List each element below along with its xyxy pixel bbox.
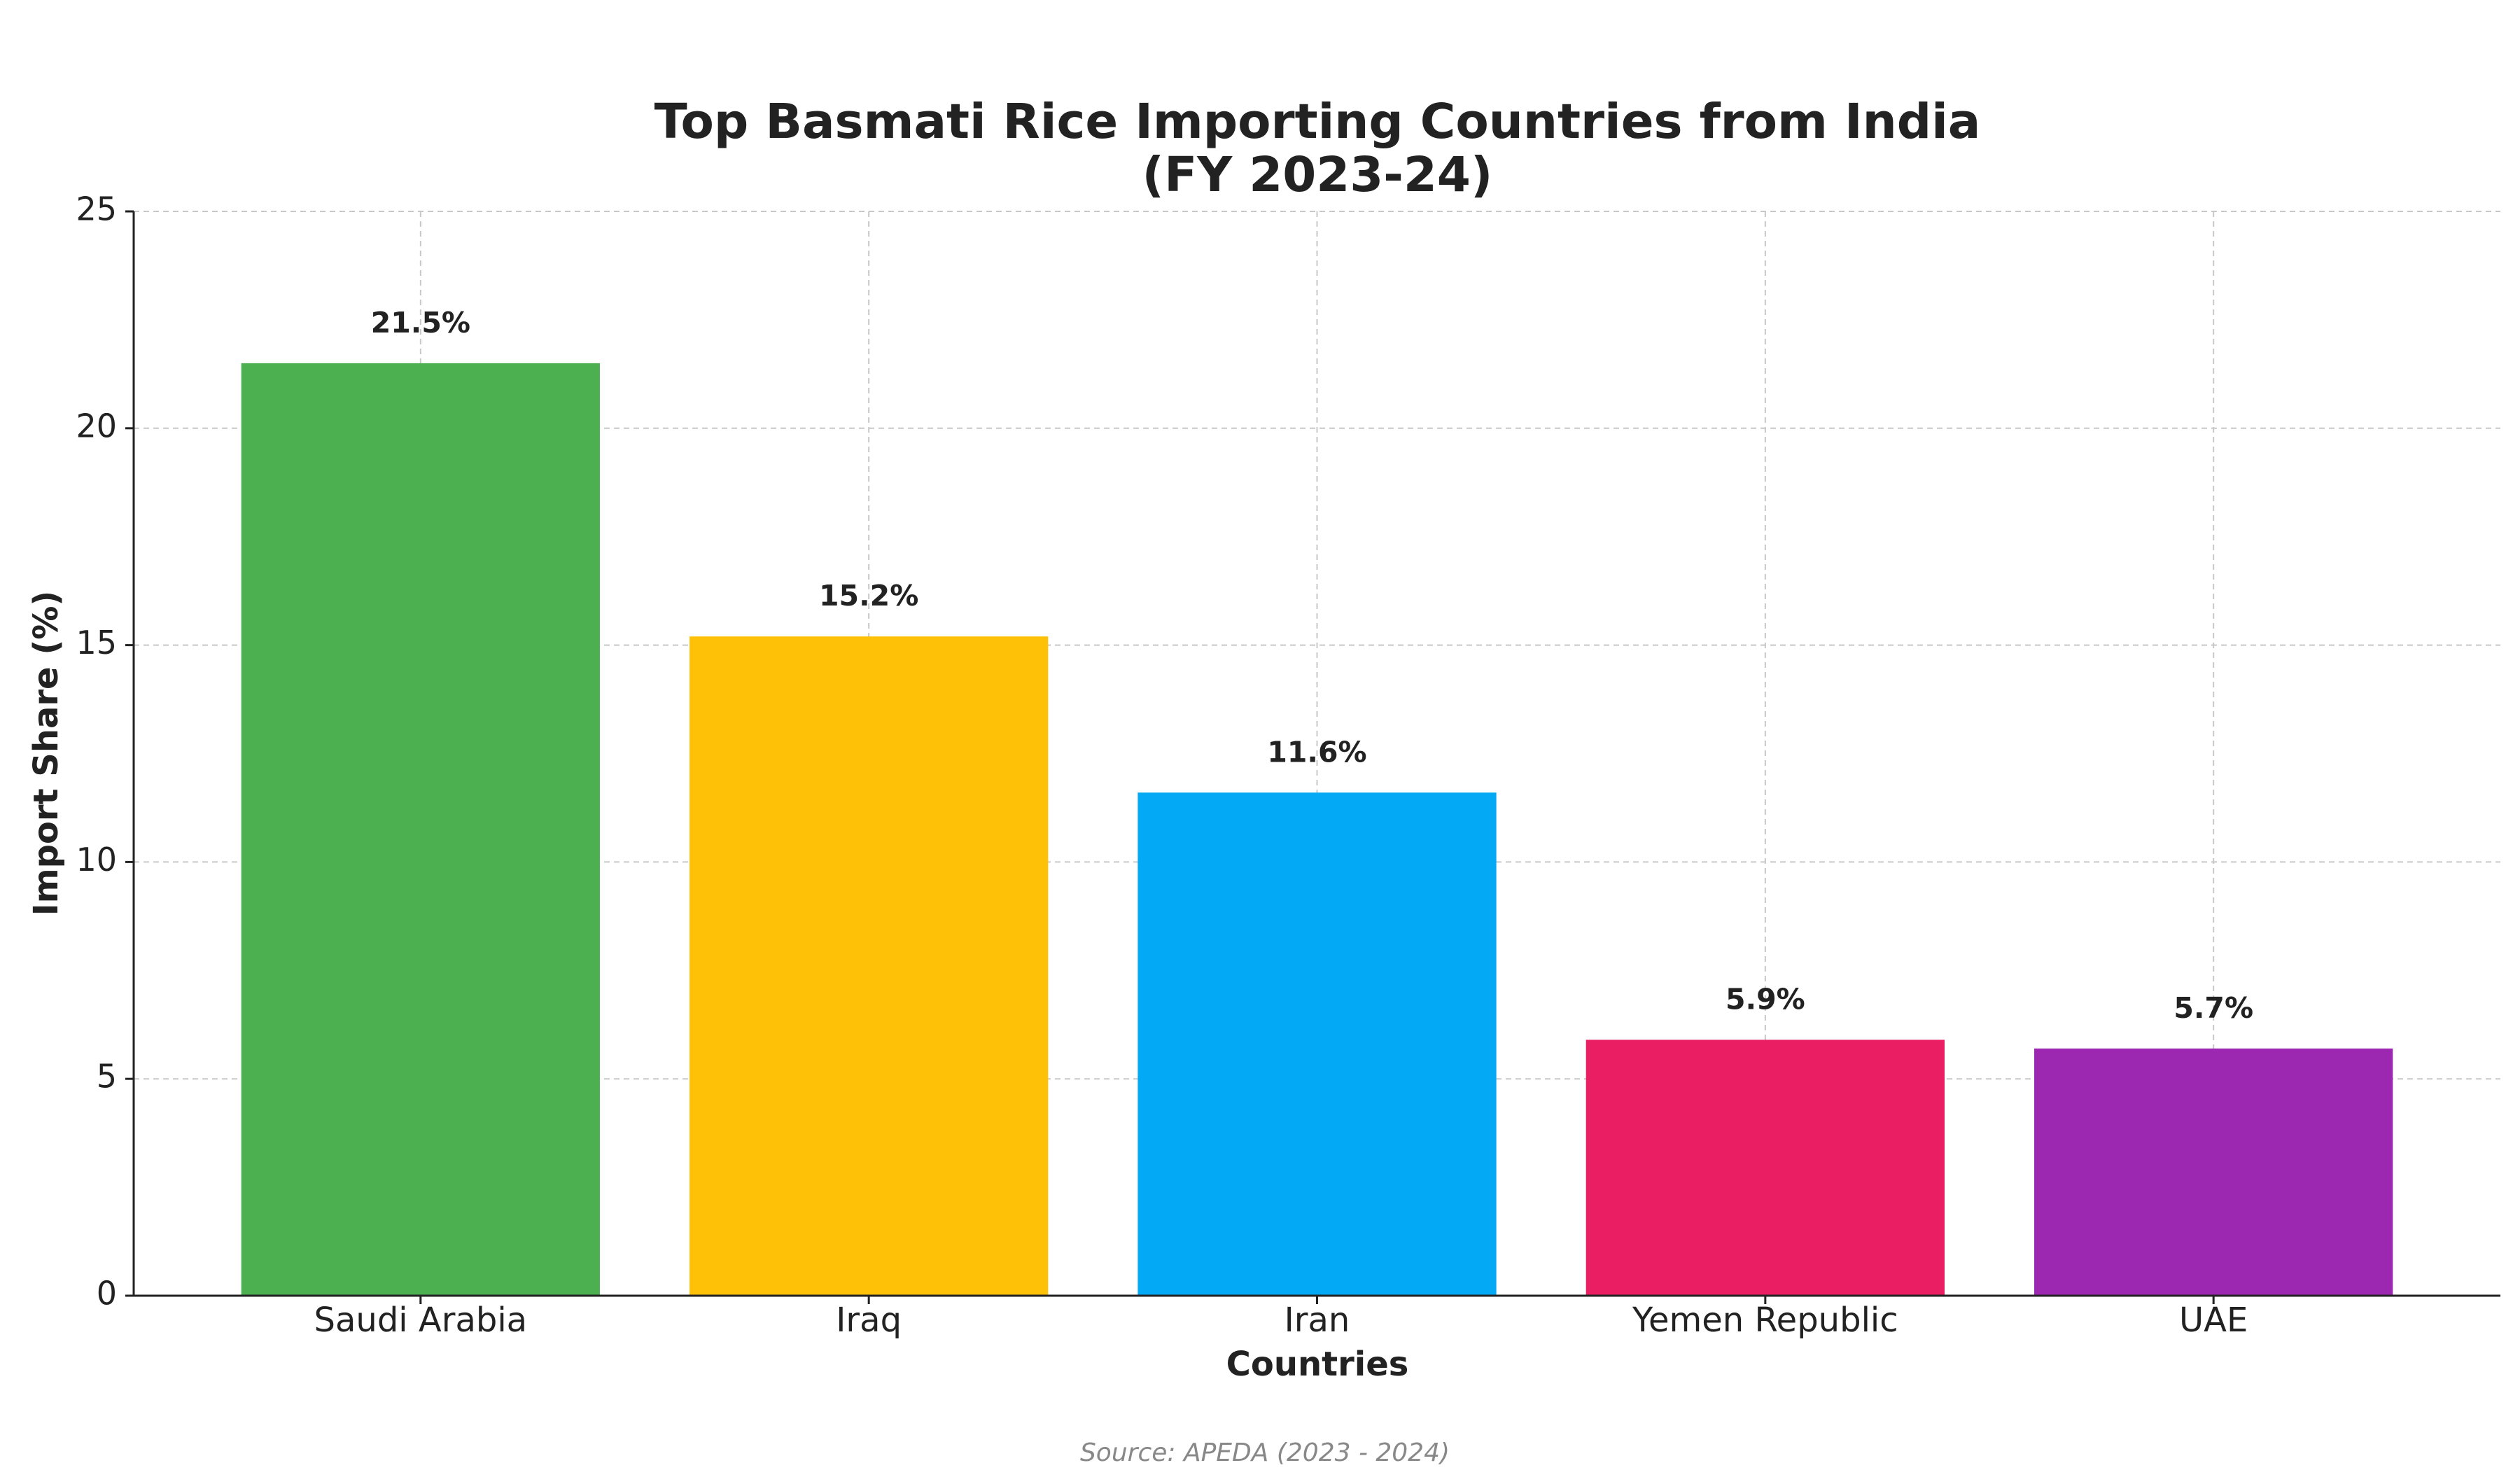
x-tick-label: Iraq bbox=[836, 1301, 902, 1340]
chart-title: (FY 2023-24) bbox=[1142, 147, 1493, 203]
bar bbox=[1138, 792, 1497, 1296]
x-axis-label: Countries bbox=[1226, 1345, 1409, 1384]
bar bbox=[241, 363, 600, 1296]
y-tick-label: 15 bbox=[76, 624, 117, 662]
y-tick-label: 5 bbox=[97, 1058, 117, 1096]
y-tick-label: 25 bbox=[76, 190, 117, 228]
data-label: 5.9% bbox=[1726, 982, 1805, 1016]
data-label: 21.5% bbox=[371, 306, 470, 340]
x-tick-label: UAE bbox=[2179, 1301, 2248, 1340]
bar bbox=[1586, 1040, 1945, 1296]
y-tick-label: 0 bbox=[97, 1275, 117, 1312]
y-tick-label: 10 bbox=[76, 841, 117, 878]
source-note: Source: APEDA (2023 - 2024) bbox=[1080, 1438, 1450, 1467]
chart-title: Top Basmati Rice Importing Countries fro… bbox=[654, 94, 1981, 150]
y-tick-label: 20 bbox=[76, 407, 117, 444]
bar bbox=[690, 636, 1049, 1296]
data-label: 5.7% bbox=[2174, 991, 2253, 1025]
x-tick-label: Iran bbox=[1284, 1301, 1350, 1340]
bar bbox=[2034, 1048, 2393, 1296]
data-label: 11.6% bbox=[1267, 735, 1366, 769]
y-axis-label: Import Share (%) bbox=[27, 591, 66, 916]
x-tick-label: Saudi Arabia bbox=[314, 1301, 528, 1340]
data-label: 15.2% bbox=[819, 579, 918, 612]
x-tick-label: Yemen Republic bbox=[1632, 1301, 1898, 1340]
